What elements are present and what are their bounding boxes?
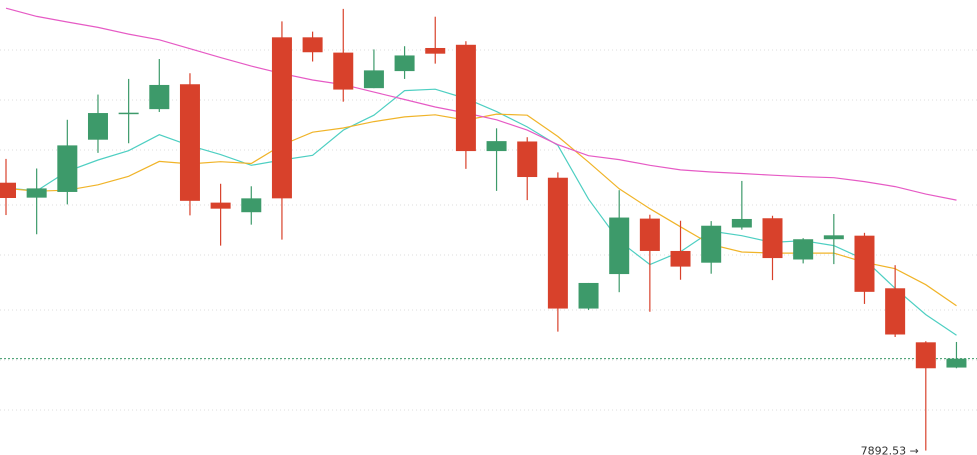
candle-body <box>885 288 906 335</box>
candle-body <box>486 141 507 152</box>
moving-average-lines <box>5 7 957 336</box>
gridlines <box>0 49 977 411</box>
candle-up <box>241 186 262 225</box>
candle-up <box>946 341 967 369</box>
candle-body <box>517 141 538 178</box>
candle-down <box>271 21 292 240</box>
candle-body <box>179 84 200 201</box>
candle-body <box>241 198 262 213</box>
candle-body <box>149 84 170 110</box>
candle-body <box>57 145 78 192</box>
candle-up <box>578 282 599 310</box>
candle-down <box>517 137 538 201</box>
candle-body <box>547 177 568 309</box>
candle-body <box>823 235 844 240</box>
ma_short-line <box>5 88 957 336</box>
candle-body <box>302 37 323 53</box>
candle-down <box>210 183 231 246</box>
annotations: 7892.53 → <box>861 445 919 455</box>
candle-body <box>578 282 599 309</box>
candle-body <box>946 358 967 368</box>
candle-body <box>26 188 47 198</box>
candle-down <box>455 41 476 169</box>
ma_long-line <box>5 7 957 201</box>
candle-up <box>149 59 170 112</box>
candle-up <box>609 190 630 293</box>
candle-body <box>425 47 446 54</box>
candle-body <box>793 239 814 260</box>
candle-up <box>363 49 384 89</box>
candle-up <box>701 221 722 274</box>
candle-body <box>639 218 660 251</box>
candle-body <box>854 235 875 292</box>
candle-down <box>302 31 323 62</box>
candle-body <box>271 37 292 199</box>
candle-body <box>731 218 752 228</box>
ma_mid-line <box>5 113 957 307</box>
candle-body <box>0 182 16 198</box>
candles <box>0 8 967 451</box>
candle-down <box>179 73 200 216</box>
candle-body <box>609 217 630 275</box>
candle-down <box>547 172 568 332</box>
candle-up <box>57 119 78 205</box>
candle-body <box>333 52 354 90</box>
candle-down <box>762 215 783 281</box>
candle-body <box>87 113 108 140</box>
candle-down <box>639 214 660 312</box>
candle-body <box>455 44 476 152</box>
candle-body <box>210 202 231 209</box>
candle-up <box>118 78 139 144</box>
candle-down <box>885 265 906 337</box>
candle-body <box>670 250 691 267</box>
candle-down <box>333 8 354 102</box>
candle-down <box>670 220 691 280</box>
candle-body <box>394 55 415 72</box>
candle-down <box>0 158 16 216</box>
low-price-annotation: 7892.53 → <box>861 445 919 455</box>
candle-down <box>425 16 446 64</box>
candle-body <box>118 112 139 115</box>
candle-body <box>915 342 936 369</box>
candle-up <box>87 94 108 153</box>
candle-body <box>762 218 783 259</box>
candle-down <box>915 341 936 451</box>
candle-up <box>394 46 415 79</box>
candle-up <box>486 128 507 191</box>
candle-up <box>823 213 844 265</box>
candle-up <box>26 168 47 235</box>
candle-down <box>854 232 875 304</box>
candle-up <box>793 238 814 264</box>
candle-body <box>701 225 722 263</box>
candle-body <box>363 70 384 89</box>
candle-up <box>731 180 752 230</box>
